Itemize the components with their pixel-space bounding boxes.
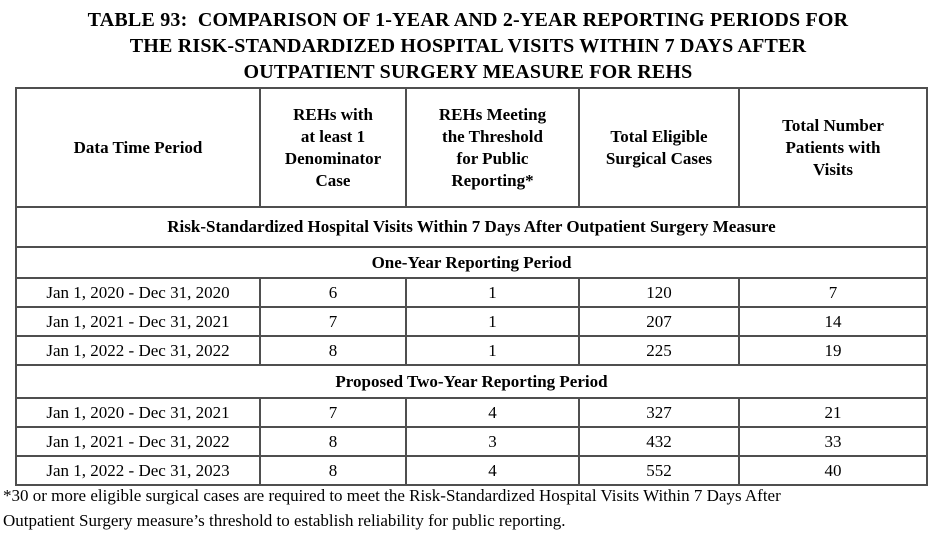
table-title: TABLE 93: COMPARISON OF 1-YEAR AND 2-YEA… (0, 7, 936, 85)
cell-rehs-threshold: 1 (405, 277, 580, 308)
cell-rehs-threshold: 4 (405, 397, 580, 428)
table-row: Jan 1, 2020 - Dec 31, 2021 7 4 327 21 (15, 397, 928, 428)
col-header-patients-visits: Total Number Patients with Visits (738, 87, 928, 208)
footnote: *30 or more eligible surgical cases are … (3, 486, 781, 530)
table-row: Jan 1, 2022 - Dec 31, 2022 8 1 225 19 (15, 335, 928, 366)
section-header-one-year: One-Year Reporting Period (15, 246, 928, 279)
cell-rehs-denominator: 8 (259, 426, 407, 457)
cell-eligible-cases: 120 (578, 277, 740, 308)
col-header-eligible-cases: Total Eligible Surgical Cases (578, 87, 740, 208)
cell-period: Jan 1, 2021 - Dec 31, 2022 (15, 426, 261, 457)
measure-banner-row: Risk-Standardized Hospital Visits Within… (15, 206, 928, 248)
section-header-row-one-year: One-Year Reporting Period (15, 246, 928, 279)
measure-banner: Risk-Standardized Hospital Visits Within… (15, 206, 928, 248)
cell-rehs-denominator: 8 (259, 335, 407, 366)
table-title-line-2: THE RISK-STANDARDIZED HOSPITAL VISITS WI… (129, 35, 807, 57)
cell-rehs-threshold: 3 (405, 426, 580, 457)
reporting-periods-table: Data Time Period REHs with at least 1 De… (15, 87, 928, 486)
table-row: Jan 1, 2022 - Dec 31, 2023 8 4 552 40 (15, 455, 928, 486)
cell-patients-visits: 7 (738, 277, 928, 308)
cell-patients-visits: 40 (738, 455, 928, 486)
col-header-rehs-threshold: REHs Meeting the Threshold for Public Re… (405, 87, 580, 208)
cell-rehs-denominator: 6 (259, 277, 407, 308)
cell-rehs-denominator: 8 (259, 455, 407, 486)
cell-patients-visits: 14 (738, 306, 928, 337)
section-header-two-year: Proposed Two-Year Reporting Period (15, 364, 928, 399)
header-row: Data Time Period REHs with at least 1 De… (15, 87, 928, 208)
table-title-line-3: OUTPATIENT SURGERY MEASURE FOR REHS (243, 61, 693, 83)
cell-period: Jan 1, 2020 - Dec 31, 2020 (15, 277, 261, 308)
cell-patients-visits: 21 (738, 397, 928, 428)
cell-eligible-cases: 432 (578, 426, 740, 457)
table-row: Jan 1, 2021 - Dec 31, 2021 7 1 207 14 (15, 306, 928, 337)
cell-patients-visits: 33 (738, 426, 928, 457)
col-header-data-time-period: Data Time Period (15, 87, 261, 208)
cell-rehs-denominator: 7 (259, 306, 407, 337)
section-header-row-two-year: Proposed Two-Year Reporting Period (15, 364, 928, 399)
cell-eligible-cases: 327 (578, 397, 740, 428)
cell-rehs-threshold: 4 (405, 455, 580, 486)
cell-eligible-cases: 552 (578, 455, 740, 486)
cell-period: Jan 1, 2022 - Dec 31, 2022 (15, 335, 261, 366)
cell-rehs-denominator: 7 (259, 397, 407, 428)
cell-period: Jan 1, 2021 - Dec 31, 2021 (15, 306, 261, 337)
cell-period: Jan 1, 2022 - Dec 31, 2023 (15, 455, 261, 486)
cell-eligible-cases: 225 (578, 335, 740, 366)
table-row: Jan 1, 2020 - Dec 31, 2020 6 1 120 7 (15, 277, 928, 308)
cell-eligible-cases: 207 (578, 306, 740, 337)
table-title-line-1: TABLE 93: COMPARISON OF 1-YEAR AND 2-YEA… (87, 9, 849, 31)
cell-patients-visits: 19 (738, 335, 928, 366)
col-header-rehs-denominator: REHs with at least 1 Denominator Case (259, 87, 407, 208)
table-row: Jan 1, 2021 - Dec 31, 2022 8 3 432 33 (15, 426, 928, 457)
cell-period: Jan 1, 2020 - Dec 31, 2021 (15, 397, 261, 428)
cell-rehs-threshold: 1 (405, 306, 580, 337)
cell-rehs-threshold: 1 (405, 335, 580, 366)
